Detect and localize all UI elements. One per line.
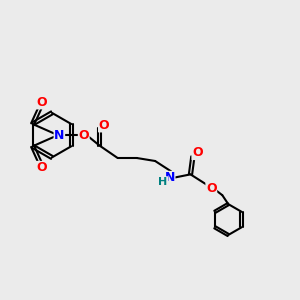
Text: O: O	[78, 129, 89, 142]
Text: N: N	[54, 129, 64, 142]
Text: O: O	[192, 146, 202, 160]
Text: O: O	[99, 119, 109, 132]
Text: N: N	[164, 171, 175, 184]
Text: O: O	[36, 96, 47, 109]
Text: H: H	[158, 177, 167, 187]
Text: O: O	[36, 161, 47, 175]
Text: O: O	[206, 182, 217, 195]
